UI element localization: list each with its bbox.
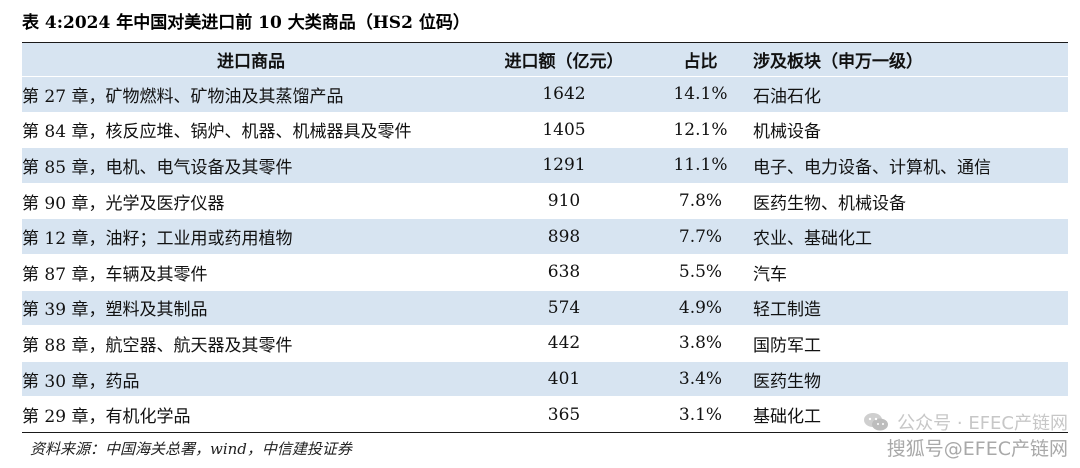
cell-goods: 第 87 章，车辆及其零件 — [22, 253, 480, 291]
table-row: 第 29 章，有机化学品 365 3.1% 基础化工 — [22, 396, 1068, 433]
cell-sector: 机械设备 — [753, 111, 1068, 148]
table-row: 第 27 章，矿物燃料、矿物油及其蒸馏产品 1642 14.1% 石油石化 — [22, 76, 1068, 113]
cell-share: 4.9% — [648, 289, 753, 326]
cell-goods: 第 39 章，塑料及其制品 — [22, 289, 480, 326]
column-header-sector: 涉及板块（申万一级） — [753, 42, 1068, 77]
cell-amount: 1642 — [480, 76, 648, 113]
cell-goods: 第 12 章，油籽；工业用或药用植物 — [22, 218, 480, 255]
cell-sector: 农业、基础化工 — [753, 218, 1068, 255]
cell-share: 3.4% — [648, 360, 753, 397]
cell-share: 12.1% — [648, 111, 753, 148]
cell-sector: 国防军工 — [753, 325, 1068, 362]
source-note: 资料来源：中国海关总署，wind，中信建投证券 — [30, 440, 352, 458]
cell-goods: 第 27 章，矿物燃料、矿物油及其蒸馏产品 — [22, 76, 480, 113]
column-header-goods: 进口商品 — [22, 42, 480, 77]
watermark-line2: 搜狐号@EFEC产链网 — [886, 438, 1068, 460]
column-header-share: 占比 — [648, 42, 753, 77]
cell-amount: 442 — [480, 325, 648, 362]
cell-sector: 医药生物、机械设备 — [753, 182, 1068, 219]
cell-goods: 第 90 章，光学及医疗仪器 — [22, 182, 480, 219]
cell-goods: 第 88 章，航空器、航天器及其零件 — [22, 325, 480, 362]
cell-share: 5.5% — [648, 253, 753, 291]
cell-goods: 第 29 章，有机化学品 — [22, 396, 480, 433]
watermark-wechat: 公众号 · EFEC产链网 — [863, 409, 1068, 435]
table-row: 第 90 章，光学及医疗仪器 910 7.8% 医药生物、机械设备 — [22, 182, 1068, 219]
cell-amount: 365 — [480, 396, 648, 433]
table-row: 第 12 章，油籽；工业用或药用植物 898 7.7% 农业、基础化工 — [22, 218, 1068, 255]
cell-amount: 1405 — [480, 111, 648, 148]
import-table: 进口商品 进口额（亿元） 占比 涉及板块（申万一级） 第 27 章，矿物燃料、矿… — [22, 42, 1068, 433]
cell-amount: 910 — [480, 182, 648, 219]
cell-goods: 第 30 章，药品 — [22, 360, 480, 397]
cell-share: 7.8% — [648, 182, 753, 219]
table-title: 表 4:2024 年中国对美进口前 10 大类商品（HS2 位码） — [22, 13, 470, 33]
cell-sector: 基础化工 — [753, 396, 1068, 433]
cell-sector: 电子、电力设备、计算机、通信 — [753, 147, 1068, 184]
cell-sector: 汽车 — [753, 253, 1068, 291]
cell-amount: 1291 — [480, 147, 648, 184]
cell-goods: 第 85 章，电机、电气设备及其零件 — [22, 147, 480, 184]
column-header-amount: 进口额（亿元） — [480, 42, 648, 77]
cell-amount: 898 — [480, 218, 648, 255]
cell-share: 14.1% — [648, 76, 753, 113]
cell-goods: 第 84 章，核反应堆、锅炉、机器、机械器具及零件 — [22, 111, 480, 148]
wechat-icon — [864, 413, 889, 431]
cell-sector: 石油石化 — [753, 76, 1068, 113]
cell-share: 11.1% — [648, 147, 753, 184]
cell-amount: 638 — [480, 253, 648, 291]
table-row: 第 84 章，核反应堆、锅炉、机器、机械器具及零件 1405 12.1% 机械设… — [22, 111, 1068, 148]
cell-sector: 轻工制造 — [753, 289, 1068, 326]
cell-share: 7.7% — [648, 218, 753, 255]
cell-amount: 401 — [480, 360, 648, 397]
table-row: 第 30 章，药品 401 3.4% 医药生物 — [22, 360, 1068, 397]
cell-share: 3.8% — [648, 325, 753, 362]
table-row: 第 39 章，塑料及其制品 574 4.9% 轻工制造 — [22, 289, 1068, 326]
cell-amount: 574 — [480, 289, 648, 326]
table-row: 第 85 章，电机、电气设备及其零件 1291 11.1% 电子、电力设备、计算… — [22, 147, 1068, 184]
cell-share: 3.1% — [648, 396, 753, 433]
cell-sector: 医药生物 — [753, 360, 1068, 397]
table-row: 第 87 章，车辆及其零件 638 5.5% 汽车 — [22, 253, 1068, 291]
watermark-line1: 公众号 · EFEC产链网 — [897, 413, 1068, 434]
table-header-row: 进口商品 进口额（亿元） 占比 涉及板块（申万一级） — [22, 42, 1068, 77]
table-row: 第 88 章，航空器、航天器及其零件 442 3.8% 国防军工 — [22, 325, 1068, 362]
